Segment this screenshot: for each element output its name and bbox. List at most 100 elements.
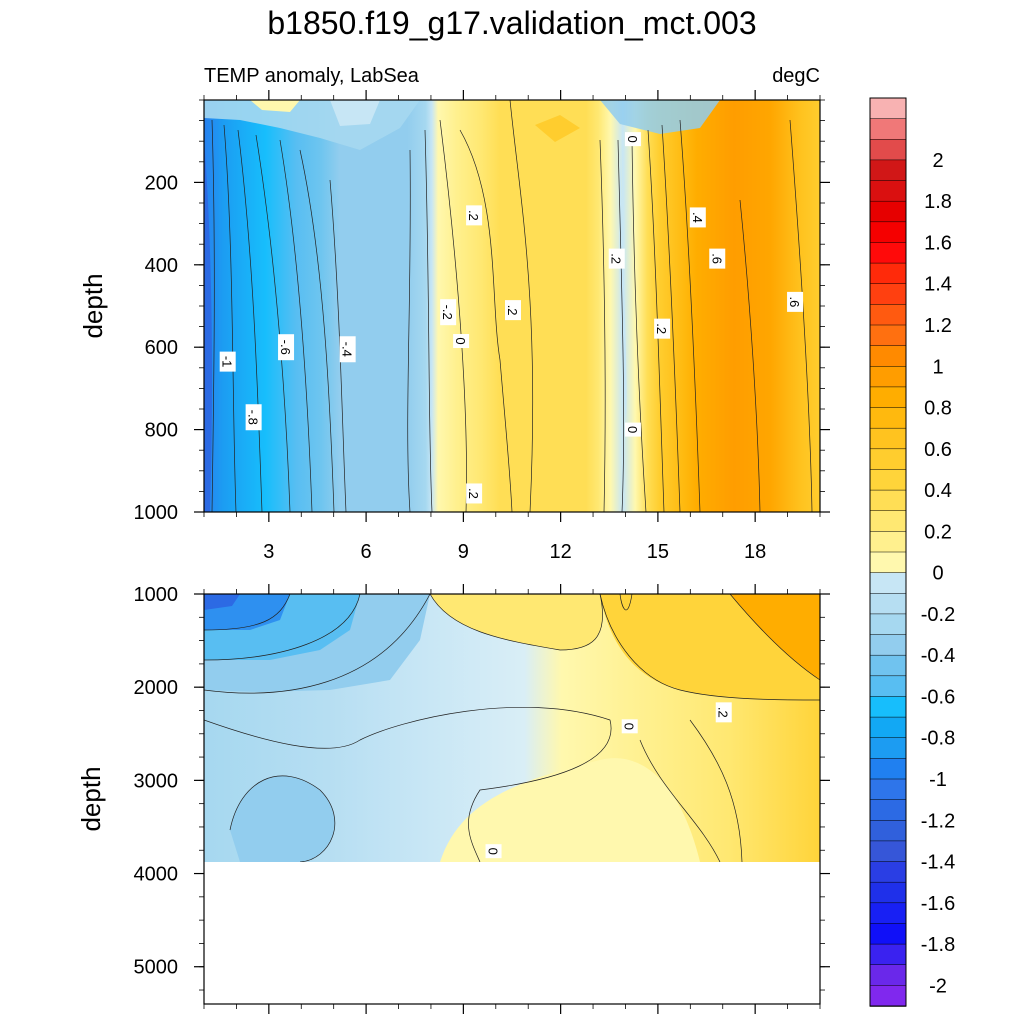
colorbar-swatch	[869, 861, 907, 883]
colorbar-swatch	[869, 593, 907, 615]
contour-label-bg	[453, 334, 470, 349]
contour-label: -1	[219, 351, 236, 372]
colorbar-swatch	[869, 159, 907, 182]
contour-label: .2	[466, 205, 483, 226]
colorbar-swatch	[869, 737, 907, 760]
colorbar-swatch	[869, 696, 907, 718]
colorbar-swatch	[869, 242, 907, 264]
y-tick-label: 600	[145, 337, 178, 359]
lower-panel: 1000 2000 3000 4000 5000 0 .2 0 depth	[76, 584, 830, 1014]
colorbar-swatch	[869, 221, 907, 244]
colorbar-swatch	[869, 551, 907, 574]
colorbar-swatch	[869, 881, 907, 904]
contour-label-text: 0	[625, 136, 640, 143]
contour-label-text: .6	[709, 253, 724, 264]
colorbar-tick-label: -1.4	[921, 852, 955, 874]
upper-right-label: degC	[772, 65, 820, 87]
colorbar-swatch	[869, 283, 907, 306]
contour-label-bg	[485, 844, 502, 859]
colorbar-swatch	[869, 469, 907, 491]
y-tick-label: 200	[145, 172, 178, 194]
colorbar-tick-label: 1.2	[924, 315, 952, 337]
contour-label-bg	[440, 299, 457, 326]
contour-label: .2	[505, 300, 521, 321]
colorbar-swatch	[869, 799, 907, 822]
upper-left-label: TEMP anomaly, LabSea	[204, 65, 420, 87]
x-tick-label: 3	[263, 541, 274, 563]
contour-label-text: -1	[220, 356, 235, 368]
colorbar-swatch	[869, 675, 907, 698]
contour-label: .6	[787, 291, 804, 312]
contour-label: -.6	[278, 334, 295, 361]
colorbar-swatch	[869, 345, 907, 368]
colorbar-tick-label: 1.6	[924, 232, 952, 254]
contour-label-bg	[689, 207, 706, 228]
contour-label: .2	[654, 318, 671, 339]
colorbar-swatch	[869, 634, 907, 656]
contour-label-text: -.6	[278, 340, 293, 355]
colorbar-tick-label: 0.8	[924, 398, 952, 420]
colorbar-tick-label: 2	[932, 150, 943, 172]
contour-label-text: -.4	[340, 342, 355, 357]
contour-label-text: 0	[625, 426, 640, 433]
colorbar-tick-label: 1.4	[924, 274, 952, 296]
colorbar-swatch	[869, 820, 907, 842]
contour-label: .2	[608, 248, 625, 269]
colorbar-frame	[869, 97, 907, 1007]
contour-label-text: .4	[690, 212, 705, 223]
colorbar-swatch	[869, 758, 907, 780]
y-tick-label: 2000	[134, 677, 179, 699]
colorbar-tick-label: 0.4	[924, 480, 952, 502]
y-tick-label: 800	[145, 420, 178, 442]
colorbar-swatch	[869, 180, 907, 202]
contour-label-bg	[278, 334, 295, 361]
contour-label-bg	[624, 132, 641, 147]
colorbar-swatch	[869, 118, 907, 141]
colorbar-swatch	[869, 613, 907, 636]
contour-label-bg	[715, 702, 732, 723]
colorbar-tick-label: -2	[929, 975, 947, 997]
contour-label: 0	[453, 334, 470, 349]
x-tick-label: 15	[647, 541, 669, 563]
contour-label: .6	[709, 248, 726, 269]
colorbar-swatch	[869, 366, 907, 388]
upper-contour-field	[204, 100, 820, 512]
colorbar-tick-label: 0.6	[924, 439, 952, 461]
colorbar-swatch	[869, 778, 907, 801]
contour-label-text: .2	[505, 305, 520, 316]
contour-label: 0	[624, 132, 641, 147]
contour-label-bg	[245, 404, 262, 431]
colorbar-swatch	[869, 97, 907, 120]
x-tick-label: 9	[458, 541, 469, 563]
contour-label-text: .6	[787, 296, 802, 307]
colorbar-swatch	[869, 386, 907, 409]
y-tick-label: 4000	[134, 864, 179, 886]
x-tick-label: 6	[361, 541, 372, 563]
y-tick-label: 3000	[134, 770, 179, 792]
colorbar-swatch	[869, 304, 907, 326]
colorbar-swatch	[869, 923, 907, 945]
upper-ylabel: depth	[78, 273, 108, 338]
contour-label: 0	[485, 844, 502, 859]
contour-label-text: .2	[466, 210, 481, 221]
colorbar-tick-label: 0.2	[924, 521, 952, 543]
colorbar-swatch	[869, 448, 907, 471]
contour-label-bg	[219, 351, 236, 372]
contour-label-bg	[339, 336, 356, 363]
colorbar-swatch	[869, 943, 907, 966]
upper-panel: TEMP anomaly, LabSea degC	[78, 65, 830, 563]
y-tick-label: 1000	[134, 584, 179, 606]
contour-label-text: .2	[609, 253, 624, 264]
contour-label: 0	[621, 719, 638, 734]
colorbar-swatch	[869, 262, 907, 285]
lower-plot-frame	[203, 593, 821, 1005]
y-tick-label: 400	[145, 255, 178, 277]
colorbar-swatch	[869, 902, 907, 925]
colorbar-tick-label: 0	[932, 563, 943, 585]
contour-label-bg	[466, 205, 483, 226]
x-tick-label: 12	[550, 541, 572, 563]
lower-contour-field	[204, 594, 820, 862]
x-tick-label: 18	[744, 541, 766, 563]
colorbar-tick-label: -0.2	[921, 604, 955, 626]
y-tick-label: 1000	[134, 502, 179, 524]
